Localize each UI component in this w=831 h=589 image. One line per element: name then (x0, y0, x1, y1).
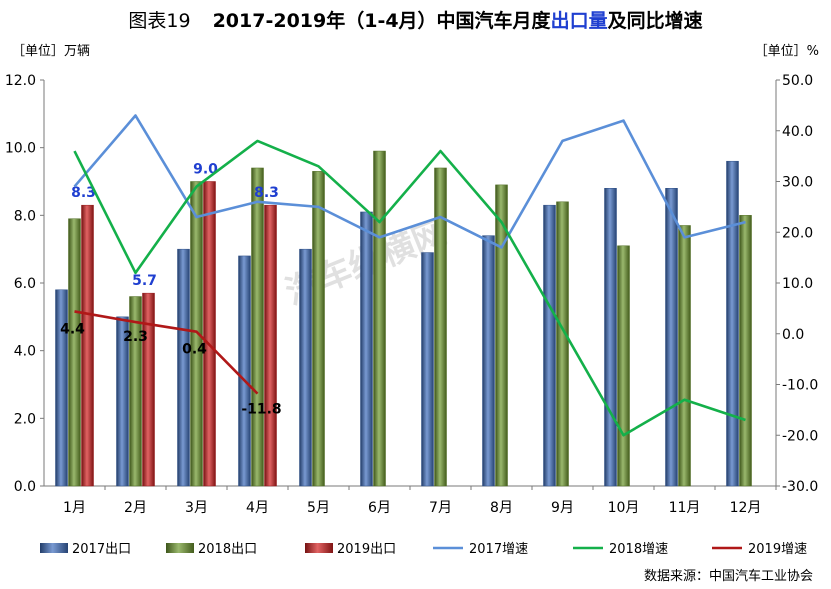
title-suffix: 及同比增速 (607, 10, 703, 32)
legend-label: 2017增速 (469, 542, 528, 557)
left-tick-label: 10.0 (5, 141, 36, 157)
bar-data-label: 8.3 (71, 185, 96, 201)
bar-2017出口 (299, 248, 312, 487)
line-data-label: -11.8 (241, 402, 281, 418)
bar-2017出口 (360, 211, 373, 487)
bar-2017出口 (238, 255, 251, 487)
bar-2018出口 (68, 218, 81, 487)
figure-number: 图表19 (128, 10, 191, 32)
left-axis-unit: ［单位］万辆 (12, 44, 91, 59)
x-tick-label: 12月 (730, 500, 762, 516)
bar-2017出口 (55, 289, 68, 487)
line-data-label: 4.4 (60, 321, 85, 337)
x-tick-label: 11月 (669, 500, 701, 516)
bar-2017出口 (665, 188, 678, 487)
legend-swatch (40, 543, 68, 553)
line-data-label: 2.3 (123, 329, 148, 345)
bar-2018出口 (373, 150, 386, 487)
left-tick-label: 4.0 (14, 344, 36, 360)
legend-label: 2019出口 (337, 542, 396, 557)
right-tick-label: 20.0 (782, 225, 813, 241)
x-tick-label: 2月 (124, 500, 147, 516)
x-tick-label: 7月 (429, 500, 452, 516)
legend-swatch (305, 543, 333, 553)
x-tick-label: 10月 (608, 500, 640, 516)
x-tick-label: 4月 (246, 500, 269, 516)
bar-2018出口 (312, 171, 325, 487)
bar-2018出口 (495, 184, 508, 487)
right-tick-label: 0.0 (782, 327, 804, 343)
bar-2017出口 (604, 188, 617, 487)
series-line-2017增速 (73, 114, 746, 249)
legend-swatch (166, 543, 194, 553)
bar-2019出口 (81, 204, 94, 487)
data-source: 数据来源：中国汽车工业协会 (643, 569, 813, 584)
bar-2019出口 (203, 181, 216, 487)
title-highlight: 出口量 (550, 10, 608, 32)
series-line-2019增速 (74, 310, 259, 395)
bar-2019出口 (142, 292, 155, 487)
right-tick-label: -20.0 (782, 428, 818, 444)
bar-2018出口 (190, 181, 203, 487)
series-line-2018增速 (73, 139, 746, 437)
chart-title: 图表19 2017-2019年（1-4月）中国汽车月度出口量及同比增速 (0, 6, 831, 33)
bar-2018出口 (678, 225, 691, 487)
right-tick-label: 40.0 (782, 124, 813, 140)
bar-2018出口 (129, 296, 142, 487)
bar-2017出口 (726, 160, 739, 487)
title-main: 2017-2019年（1-4月）中国汽车月度 (212, 10, 551, 32)
bar-2018出口 (739, 215, 752, 487)
right-tick-label: 10.0 (782, 276, 813, 292)
right-tick-label: 30.0 (782, 175, 813, 191)
legend-label: 2018增速 (609, 542, 668, 557)
bar-2019出口 (264, 204, 277, 487)
bar-2017出口 (177, 248, 190, 487)
bar-2018出口 (617, 245, 630, 487)
legend-label: 2017出口 (72, 542, 131, 557)
x-tick-label: 1月 (63, 500, 86, 516)
bar-2018出口 (434, 167, 447, 487)
bar-data-label: 5.7 (132, 273, 157, 289)
bar-2017出口 (421, 252, 434, 487)
x-tick-label: 8月 (490, 500, 513, 516)
bar-2017出口 (116, 316, 129, 487)
right-tick-label: -10.0 (782, 378, 818, 394)
left-tick-label: 6.0 (14, 276, 36, 292)
x-tick-label: 6月 (368, 500, 391, 516)
legend-label: 2019增速 (748, 542, 807, 557)
bar-2018出口 (556, 201, 569, 487)
right-axis-unit: ［单位］% (754, 44, 819, 59)
bar-2017出口 (482, 235, 495, 487)
left-tick-label: 8.0 (14, 208, 36, 224)
left-tick-label: 12.0 (5, 73, 36, 89)
bar-2018出口 (251, 167, 264, 487)
right-tick-label: 50.0 (782, 73, 813, 89)
right-tick-label: -30.0 (782, 479, 818, 495)
bar-data-label: 9.0 (193, 162, 218, 178)
x-tick-label: 5月 (307, 500, 330, 516)
x-tick-label: 3月 (185, 500, 208, 516)
left-tick-label: 0.0 (14, 479, 36, 495)
line-data-label: 0.4 (182, 342, 207, 358)
bar-2017出口 (543, 204, 556, 487)
bar-data-label: 8.3 (254, 185, 279, 201)
legend-label: 2018出口 (198, 542, 257, 557)
x-tick-label: 9月 (551, 500, 574, 516)
left-tick-label: 2.0 (14, 411, 36, 427)
